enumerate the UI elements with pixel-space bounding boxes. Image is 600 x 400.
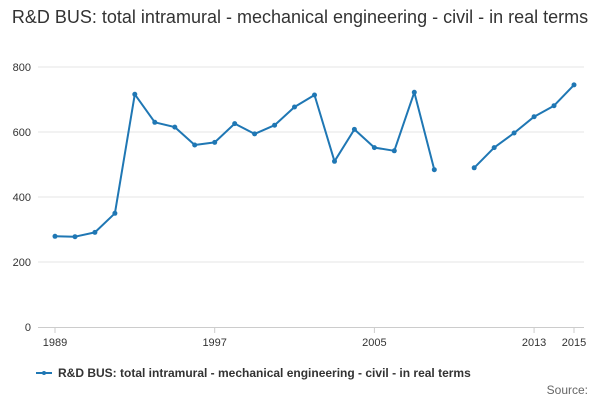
x-tick-label: 2005 [362,337,386,349]
x-tick-label: 2015 [562,337,586,349]
legend-swatch-icon [36,368,52,378]
data-point[interactable] [531,114,537,120]
data-point[interactable] [491,145,497,151]
data-point[interactable] [92,229,98,235]
data-point[interactable] [52,233,58,239]
data-point[interactable] [272,122,278,128]
data-point[interactable] [192,142,198,148]
data-point[interactable] [351,126,357,132]
data-point[interactable] [411,89,417,95]
legend[interactable]: R&D BUS: total intramural - mechanical e… [36,364,471,382]
data-point[interactable] [252,131,258,137]
y-tick-label: 600 [13,127,31,139]
source-label: Source: [546,383,588,397]
data-point[interactable] [571,82,577,88]
x-tick-labels: 1989 1997 2005 2013 2015 [43,337,586,349]
data-point[interactable] [172,124,178,130]
series-line-segment [473,83,575,169]
y-tick-label: 800 [13,62,31,74]
data-point[interactable] [332,158,337,164]
data-point[interactable] [312,92,317,98]
y-tick-labels: 0 200 400 600 800 [13,62,31,334]
data-point[interactable] [112,210,118,216]
series-line [54,83,575,238]
data-points[interactable] [52,82,577,240]
data-point[interactable] [132,91,138,97]
y-tick-label: 400 [13,192,31,204]
data-point[interactable] [511,130,517,136]
x-tick-label: 2013 [522,337,546,349]
y-tick-label: 0 [25,322,31,334]
x-tick-label: 1997 [202,337,226,349]
data-point[interactable] [152,119,158,125]
chart-title: R&D BUS: total intramural - mechanical e… [11,7,589,27]
data-point[interactable] [391,148,397,154]
data-point[interactable] [232,121,238,127]
series-line-segment [54,91,436,238]
data-point[interactable] [212,139,218,145]
x-tick-label: 1989 [43,337,67,349]
data-point[interactable] [431,167,437,173]
data-point[interactable] [72,234,78,240]
legend-label: R&D BUS: total intramural - mechanical e… [58,366,471,380]
data-point[interactable] [551,103,557,109]
data-point[interactable] [371,145,377,151]
y-tick-label: 200 [13,257,31,269]
axes [38,327,584,333]
data-point[interactable] [471,165,477,171]
data-point[interactable] [292,104,297,110]
